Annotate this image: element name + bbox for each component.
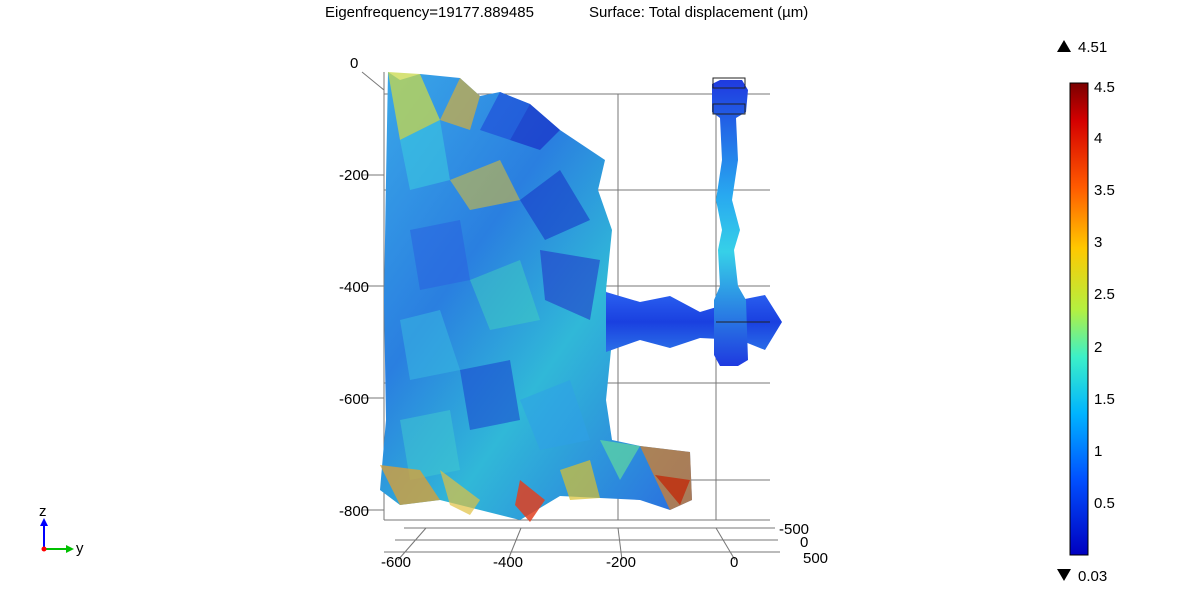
axis-triad: z y (39, 503, 84, 557)
colorbar-tick-label: 1.5 (1094, 391, 1115, 408)
colorbar-tick-label: 4 (1094, 130, 1102, 147)
max-marker-icon (1057, 40, 1071, 52)
min-marker-icon (1057, 569, 1071, 581)
y-tick-label: -400 (493, 554, 523, 571)
color-legend: 4.51 4.5 4 3.5 3 2.5 2 1.5 1 0.5 0.03 (1057, 39, 1115, 585)
z-tick-label: -200 (339, 167, 369, 184)
y-tick-label: -600 (381, 554, 411, 571)
y-tick-label: -200 (606, 554, 636, 571)
z-tick-label: -800 (339, 503, 369, 520)
triad-y-label: y (76, 540, 84, 557)
triad-z-label: z (39, 503, 47, 520)
colorbar-tick-label: 3 (1094, 234, 1102, 251)
colorbar-tick-label: 2.5 (1094, 286, 1115, 303)
deformed-slab (380, 72, 692, 522)
z-tick-label: -600 (339, 391, 369, 408)
legend-min-value: 0.03 (1078, 568, 1107, 585)
x-tick-label: 500 (803, 550, 828, 567)
deformed-stem (712, 77, 770, 366)
z-tick-label: 0 (350, 55, 358, 72)
colorbar-tick-label: 4.5 (1094, 79, 1115, 96)
x-tick-label: -500 (779, 521, 809, 538)
colorbar-tick-label: 1 (1094, 443, 1102, 460)
plot-title-surface: Surface: Total displacement (µm) (589, 4, 808, 21)
colorbar-tick-label: 2 (1094, 339, 1102, 356)
legend-max-value: 4.51 (1078, 39, 1107, 56)
colorbar-tick-label: 0.5 (1094, 495, 1115, 512)
plot-title-eigenfrequency: Eigenfrequency=19177.889485 (325, 4, 534, 21)
colorbar (1069, 82, 1089, 556)
x-tick-label: 0 (800, 534, 808, 551)
colorbar-tick-label: 3.5 (1094, 182, 1115, 199)
y-tick-label: 0 (730, 554, 738, 571)
z-tick-label: -400 (339, 279, 369, 296)
